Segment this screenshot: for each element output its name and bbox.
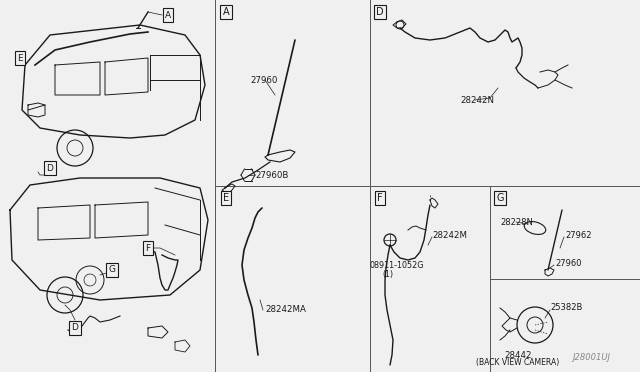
Text: 28228N: 28228N	[500, 218, 533, 227]
Text: G: G	[109, 266, 115, 275]
Text: (BACK VIEW CAMERA): (BACK VIEW CAMERA)	[476, 359, 559, 368]
Text: E: E	[17, 54, 23, 62]
Text: 28242MA: 28242MA	[265, 305, 306, 314]
Text: 27962: 27962	[565, 231, 591, 240]
Text: A: A	[165, 10, 171, 19]
Text: F: F	[377, 193, 383, 203]
Text: 28242N: 28242N	[460, 96, 494, 105]
Text: 27960: 27960	[250, 76, 277, 84]
Text: 27960B: 27960B	[255, 170, 289, 180]
Text: 28442: 28442	[504, 350, 532, 359]
Text: J28001UJ: J28001UJ	[572, 353, 610, 362]
Text: (1): (1)	[382, 270, 393, 279]
Text: E: E	[223, 193, 229, 203]
Text: D: D	[47, 164, 53, 173]
Text: 28242M: 28242M	[432, 231, 467, 240]
Text: A: A	[223, 7, 229, 17]
Text: G: G	[496, 193, 504, 203]
Text: 27960: 27960	[555, 259, 582, 267]
Text: 08911-1052G: 08911-1052G	[370, 260, 424, 269]
Text: D: D	[376, 7, 384, 17]
Text: F: F	[145, 244, 150, 253]
Text: D: D	[72, 324, 79, 333]
Text: 25382B: 25382B	[550, 304, 582, 312]
